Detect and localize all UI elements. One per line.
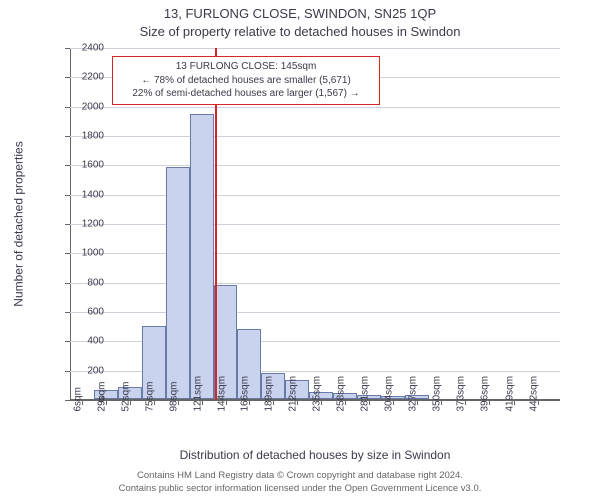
annotation-line2: ← 78% of detached houses are smaller (5,… xyxy=(119,74,373,88)
x-axis-title: Distribution of detached houses by size … xyxy=(70,448,560,462)
gridline-h xyxy=(70,165,560,166)
gridline-h xyxy=(70,107,560,108)
annotation-box: 13 FURLONG CLOSE: 145sqm← 78% of detache… xyxy=(112,56,380,105)
y-axis-title: Number of detached properties xyxy=(12,48,26,400)
gridline-h xyxy=(70,283,560,284)
gridline-h xyxy=(70,312,560,313)
y-tick-label: 1800 xyxy=(64,131,104,142)
y-tick-label: 1600 xyxy=(64,160,104,171)
histogram-bar xyxy=(190,114,214,399)
gridline-h xyxy=(70,48,560,49)
y-tick-label: 400 xyxy=(64,336,104,347)
footer-line1: Contains HM Land Registry data © Crown c… xyxy=(0,470,600,483)
y-tick-label: 1400 xyxy=(64,189,104,200)
y-tick-label: 600 xyxy=(64,307,104,318)
histogram-bar xyxy=(166,167,190,399)
page-title-line2: Size of property relative to detached ho… xyxy=(0,24,600,39)
footer-attribution: Contains HM Land Registry data © Crown c… xyxy=(0,470,600,496)
gridline-h xyxy=(70,253,560,254)
y-tick-label: 2400 xyxy=(64,43,104,54)
y-tick-label: 1000 xyxy=(64,248,104,259)
page-title-line1: 13, FURLONG CLOSE, SWINDON, SN25 1QP xyxy=(0,6,600,21)
footer-line2: Contains public sector information licen… xyxy=(0,483,600,496)
y-tick-label: 2000 xyxy=(64,101,104,112)
gridline-h xyxy=(70,195,560,196)
gridline-h xyxy=(70,136,560,137)
gridline-h xyxy=(70,224,560,225)
annotation-line3: 22% of semi-detached houses are larger (… xyxy=(119,87,373,101)
annotation-line1: 13 FURLONG CLOSE: 145sqm xyxy=(119,60,373,74)
y-tick-label: 800 xyxy=(64,277,104,288)
plot-area: 13 FURLONG CLOSE: 145sqm← 78% of detache… xyxy=(70,48,560,400)
y-tick-label: 200 xyxy=(64,365,104,376)
y-tick-label: 1200 xyxy=(64,219,104,230)
y-tick-label: 2200 xyxy=(64,72,104,83)
chart-container: 13, FURLONG CLOSE, SWINDON, SN25 1QP Siz… xyxy=(0,0,600,500)
